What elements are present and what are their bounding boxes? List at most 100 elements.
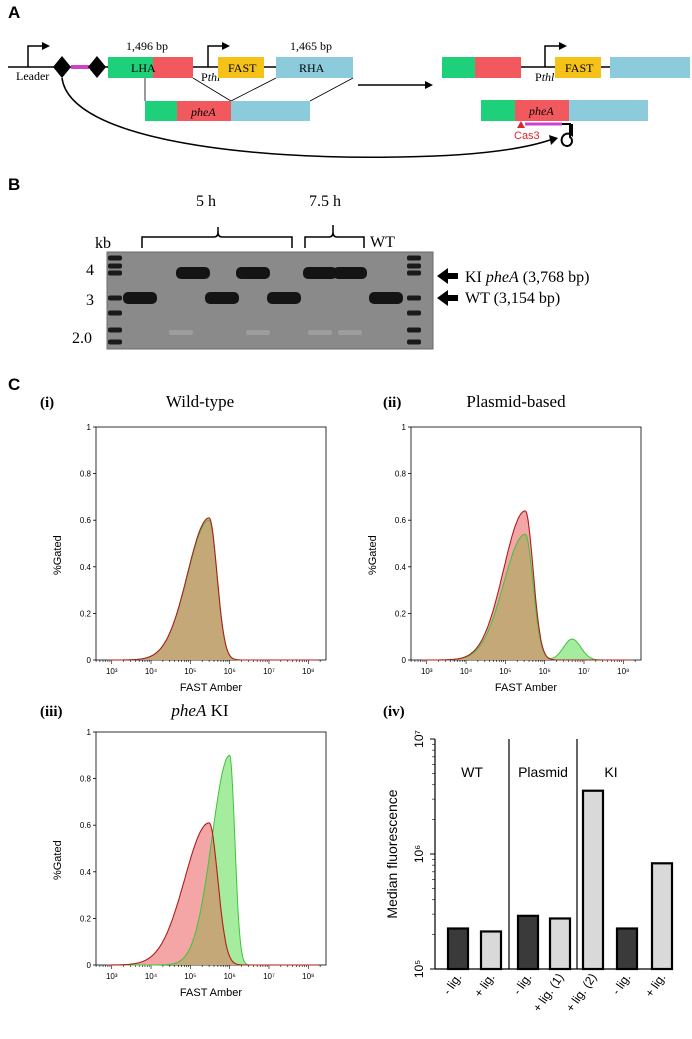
x-tick-label: 10⁸ [302, 972, 314, 981]
result-blue-block [610, 57, 690, 78]
ladder-band [407, 327, 421, 333]
y-tick-label: 1 [402, 423, 407, 432]
bar-category-label: - lig. [440, 971, 464, 998]
x-tick-label: 10⁸ [302, 667, 314, 676]
kb-label: kb [95, 235, 111, 252]
x-axis-label: FAST Amber [180, 682, 242, 694]
overlap-area [422, 534, 633, 660]
bar-category-label: + lig. [471, 971, 497, 1000]
x-tick-label: 10⁷ [578, 667, 590, 676]
x-tick-label: 10⁶ [539, 667, 551, 676]
lha-size: 1,496 bp [126, 39, 168, 53]
marker-2: 2.0 [72, 330, 92, 347]
result-pthl-arrow-icon [544, 45, 559, 67]
locus-green-block [145, 101, 177, 121]
y-tick-label: 0.6 [395, 516, 407, 525]
locus-pheA-label: pheA [190, 105, 216, 119]
subpanel-id: (iii) [40, 704, 63, 720]
histogram-2: (ii) Plasmid-based 0 0.2 0.4 0.6 0.8 1 %Gated 10³… [367, 392, 642, 694]
x-tick-label: 10⁵ [499, 667, 511, 676]
cleaved-green-block [481, 100, 515, 121]
sample-band [236, 267, 270, 279]
bracket-75h [304, 225, 365, 248]
bar [650, 862, 674, 971]
faint-band [338, 330, 362, 335]
pthl-label: Pthl [201, 70, 221, 84]
y-tick-label: 0.4 [80, 563, 92, 572]
y-axis-label: %Gated [367, 535, 379, 575]
cleaved-pheA-label: pheA [528, 104, 554, 118]
y-tick-label: 0.8 [395, 470, 407, 479]
panel-b: B kb 4 3 2.0 5 h 7.5 h WT KI pheA (3,768… [8, 175, 589, 350]
ki-band-arrow-icon [437, 268, 458, 284]
rha-block [276, 57, 353, 78]
result-fast-label: FAST [565, 61, 594, 75]
ladder-band [407, 310, 421, 316]
ladder-band [108, 295, 122, 301]
marker-4: 4 [86, 262, 94, 279]
faint-band [169, 330, 193, 335]
bar [615, 927, 639, 971]
y-tick-label: 10⁷ [412, 730, 426, 748]
wt-band-label: WT (3,154 bp) [465, 290, 560, 307]
gel-bands [108, 255, 421, 345]
lha-red-block [153, 57, 193, 78]
locus-blue-block [231, 101, 310, 121]
control-line [422, 510, 633, 661]
y-tick-label: 1 [87, 728, 92, 737]
x-tick-label: 10⁷ [263, 667, 275, 676]
pthl-arrow-icon [207, 45, 222, 67]
x-axis-label: FAST Amber [180, 987, 242, 999]
sample-band [267, 292, 301, 304]
y-tick-label: 0.8 [80, 775, 92, 784]
group-5h-label: 5 h [196, 193, 216, 210]
cas3-marker-icon [517, 121, 525, 128]
ladder-band [407, 263, 421, 269]
y-tick-label: 0.2 [395, 609, 407, 618]
y-axis-label: %Gated [52, 840, 64, 880]
ladder-band [407, 339, 421, 345]
histogram-title: pheA KI [170, 701, 228, 720]
bar-category-label: + lig. (1) [530, 971, 567, 1015]
overlap-area [107, 822, 318, 965]
cleaved-pheA-block [515, 100, 569, 121]
ladder-band [407, 255, 421, 261]
rha-size: 1,465 bp [290, 39, 332, 53]
leader-promoter-arrow-icon [27, 45, 42, 67]
repeat-diamond-2 [88, 56, 106, 78]
control-line [107, 517, 318, 661]
x-tick-label: 10³ [106, 667, 118, 676]
panel-a: A Leader LHA 1,496 bp Pthl FAST RHA 1,46… [8, 3, 690, 159]
locus-pheA-block [177, 101, 231, 121]
y-tick-label: 0 [402, 656, 407, 665]
wt-label: WT [370, 234, 395, 251]
repeat-diamond-1 [53, 56, 71, 78]
bar [548, 917, 572, 971]
bar [516, 914, 540, 971]
y-tick-label: 10⁶ [412, 845, 426, 863]
subpanel-id: (iv) [383, 704, 405, 720]
x-tick-label: 10⁵ [184, 972, 196, 981]
group-label: Plasmid [518, 764, 568, 780]
bar [446, 927, 470, 971]
marker-3: 3 [86, 292, 94, 309]
x-tick-label: 10⁴ [145, 972, 158, 981]
y-axis-label: Median fluorescence [384, 789, 400, 918]
sample-band [333, 267, 367, 279]
x-tick-label: 10⁸ [617, 667, 629, 676]
cas3-label: Cas3 [514, 130, 540, 142]
faint-band [246, 330, 270, 335]
lha-label: LHA [131, 61, 156, 75]
ladder-band [108, 339, 122, 345]
ki-band-label: KI pheA (3,768 bp) [465, 269, 589, 286]
histogram-1: (i) Wild-type 0 0.2 0.4 0.6 0.8 1 %Gated 10³ 10⁴ 10… [40, 392, 327, 694]
lha-green-block [108, 57, 153, 78]
ladder-band [108, 327, 122, 333]
group-label: WT [461, 764, 483, 780]
rha-label: RHA [299, 61, 325, 75]
x-tick-label: 10⁶ [224, 667, 236, 676]
result-fast-block [555, 57, 601, 78]
y-tick-label: 0 [87, 961, 92, 970]
y-axis-label: %Gated [52, 535, 64, 575]
